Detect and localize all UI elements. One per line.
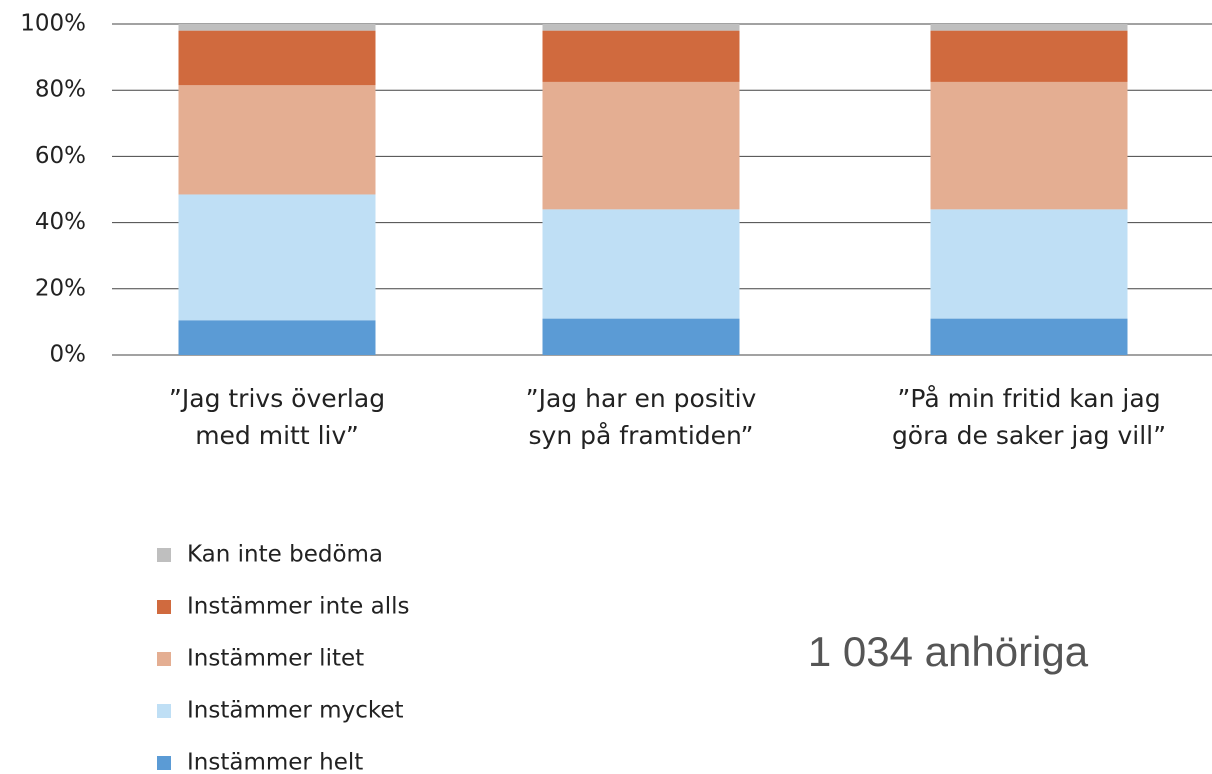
y-tick-label: 0% bbox=[50, 342, 87, 368]
bar-segment bbox=[930, 318, 1128, 355]
bar-segment bbox=[542, 209, 740, 319]
bar-segment bbox=[542, 81, 740, 210]
legend-label: Kan inte bedöma bbox=[187, 542, 383, 568]
bar-segment bbox=[542, 318, 740, 355]
x-tick-label: ”Jag trivs överlag bbox=[169, 384, 385, 413]
bar-segment bbox=[542, 24, 740, 31]
legend-label: Instämmer mycket bbox=[187, 698, 404, 724]
bar-segment bbox=[542, 30, 740, 82]
bar-segment bbox=[178, 85, 376, 195]
bar-segment bbox=[178, 24, 376, 31]
x-tick-label: syn på framtiden” bbox=[529, 421, 754, 450]
x-tick-label: med mitt liv” bbox=[195, 421, 359, 450]
legend-label: Instämmer litet bbox=[187, 646, 364, 672]
annotation: 1 034 anhöriga bbox=[808, 628, 1089, 675]
bar-segment bbox=[930, 209, 1128, 319]
legend-swatch bbox=[157, 704, 171, 718]
legend-label: Instämmer inte alls bbox=[187, 594, 410, 620]
legend-swatch bbox=[157, 756, 171, 770]
bar-segment bbox=[930, 81, 1128, 210]
bar-segment bbox=[930, 30, 1128, 82]
legend-label: Instämmer helt bbox=[187, 750, 363, 774]
x-tick-label: ”På min fritid kan jag bbox=[897, 384, 1160, 413]
y-tick-label: 100% bbox=[20, 11, 86, 37]
legend-swatch bbox=[157, 548, 171, 562]
legend-swatch bbox=[157, 600, 171, 614]
x-tick-label: göra de saker jag vill” bbox=[892, 421, 1166, 450]
bar-segment bbox=[178, 320, 376, 355]
bar-segment bbox=[178, 30, 376, 86]
y-tick-label: 80% bbox=[35, 77, 86, 103]
y-tick-label: 60% bbox=[35, 143, 86, 169]
y-tick-label: 40% bbox=[35, 209, 86, 235]
y-tick-label: 20% bbox=[35, 275, 86, 301]
x-tick-label: ”Jag har en positiv bbox=[526, 384, 757, 413]
legend-swatch bbox=[157, 652, 171, 666]
bar-segment bbox=[178, 194, 376, 321]
bar-segment bbox=[930, 24, 1128, 31]
